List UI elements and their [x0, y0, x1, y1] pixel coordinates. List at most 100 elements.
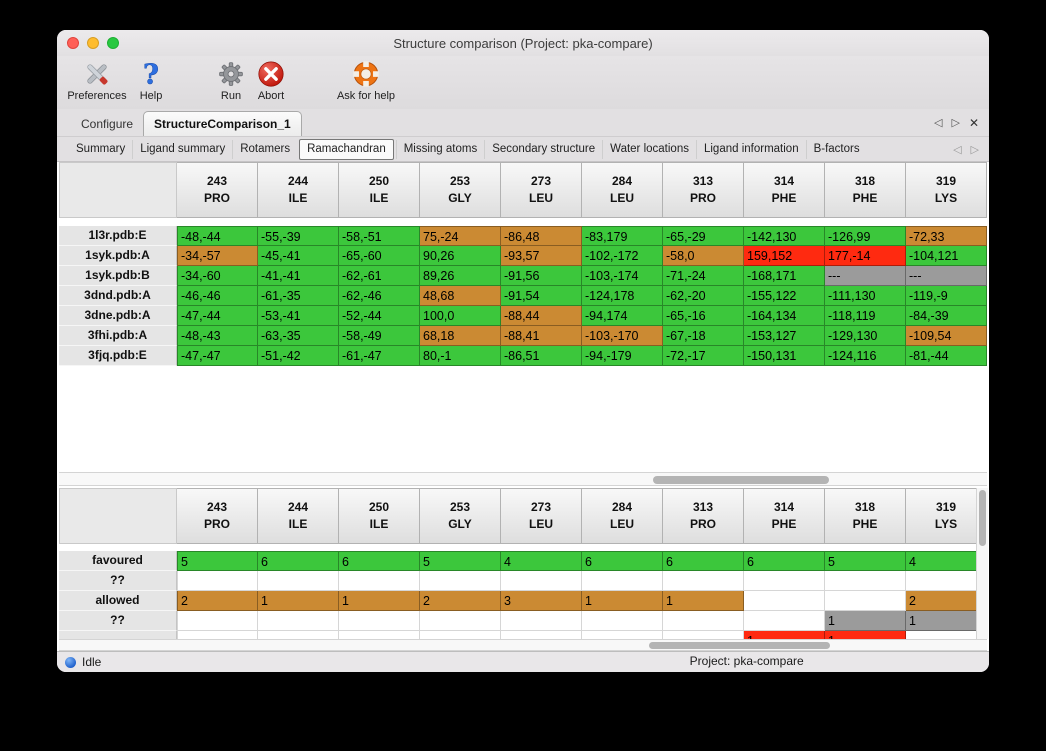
horizontal-scrollbar-bottom[interactable]	[59, 639, 987, 651]
subtab-missing-atoms[interactable]: Missing atoms	[395, 139, 485, 159]
ask-for-help-button[interactable]: Ask for help	[324, 58, 408, 102]
table-cell[interactable]: 177,-14	[825, 246, 906, 266]
subtab-rotamers[interactable]: Rotamers	[232, 139, 297, 159]
column-header-243[interactable]: 243 PRO	[177, 488, 258, 544]
table-cell[interactable]: -126,99	[825, 226, 906, 246]
table-cell[interactable]: 1	[906, 611, 987, 631]
scrollbar-thumb[interactable]	[979, 490, 986, 546]
table-cell[interactable]: -41,-41	[258, 266, 339, 286]
table-cell[interactable]: -72,-17	[663, 346, 744, 366]
column-header-284[interactable]: 284 LEU	[582, 162, 663, 218]
tab-close-icon[interactable]: ✕	[968, 115, 979, 130]
table-cell[interactable]: -62,-20	[663, 286, 744, 306]
table-cell[interactable]: 90,26	[420, 246, 501, 266]
table-cell[interactable]: -118,119	[825, 306, 906, 326]
table-cell[interactable]: 1	[744, 631, 825, 639]
column-header-313[interactable]: 313 PRO	[663, 488, 744, 544]
table-cell[interactable]	[420, 611, 501, 631]
table-cell[interactable]	[339, 631, 420, 639]
table-cell[interactable]: 80,-1	[420, 346, 501, 366]
table-cell[interactable]: -58,-51	[339, 226, 420, 246]
column-header-250[interactable]: 250 ILE	[339, 162, 420, 218]
column-header-284[interactable]: 284 LEU	[582, 488, 663, 544]
table-cell[interactable]: -51,-42	[258, 346, 339, 366]
table-cell[interactable]	[339, 571, 420, 591]
table-cell[interactable]: 2	[177, 591, 258, 611]
table-cell[interactable]: -111,130	[825, 286, 906, 306]
help-button[interactable]: ? Help	[131, 58, 171, 102]
subtab-ligand-summary[interactable]: Ligand summary	[132, 139, 232, 159]
table-cell[interactable]: -52,-44	[339, 306, 420, 326]
row-label[interactable]: 3dnd.pdb:A	[59, 286, 177, 306]
subtab-water-locations[interactable]: Water locations	[602, 139, 696, 159]
column-header-318[interactable]: 318 PHE	[825, 488, 906, 544]
scrollbar-thumb[interactable]	[649, 642, 830, 649]
table-cell[interactable]	[177, 611, 258, 631]
table-cell[interactable]: -55,-39	[258, 226, 339, 246]
table-cell[interactable]: -119,-9	[906, 286, 987, 306]
table-cell[interactable]: -65,-16	[663, 306, 744, 326]
table-cell[interactable]: -65,-60	[339, 246, 420, 266]
table-cell[interactable]: 5	[177, 551, 258, 571]
table-cell[interactable]: 4	[906, 551, 987, 571]
table-cell[interactable]	[501, 571, 582, 591]
subtab-secondary-structure[interactable]: Secondary structure	[484, 139, 602, 159]
table-cell[interactable]: -109,54	[906, 326, 987, 346]
table-cell[interactable]: 5	[420, 551, 501, 571]
table-cell[interactable]: 2	[906, 591, 987, 611]
table-cell[interactable]: -72,33	[906, 226, 987, 246]
table-cell[interactable]: -63,-35	[258, 326, 339, 346]
abort-button[interactable]: Abort	[247, 58, 295, 102]
table-cell[interactable]: -48,-44	[177, 226, 258, 246]
row-label[interactable]: 1syk.pdb:A	[59, 246, 177, 266]
table-cell[interactable]: ---	[906, 266, 987, 286]
table-cell[interactable]	[663, 631, 744, 639]
table-cell[interactable]	[582, 611, 663, 631]
table-cell[interactable]: 6	[339, 551, 420, 571]
table-cell[interactable]: -103,-174	[582, 266, 663, 286]
table-cell[interactable]: -46,-46	[177, 286, 258, 306]
table-cell[interactable]	[744, 591, 825, 611]
scrollbar-thumb[interactable]	[653, 476, 829, 484]
table-cell[interactable]: 68,18	[420, 326, 501, 346]
row-label[interactable]: favoured	[59, 551, 177, 571]
table-cell[interactable]: -86,51	[501, 346, 582, 366]
column-header-250[interactable]: 250 ILE	[339, 488, 420, 544]
table-cell[interactable]: 6	[663, 551, 744, 571]
row-label[interactable]: ??	[59, 611, 177, 631]
table-cell[interactable]: -93,57	[501, 246, 582, 266]
subtab-ramachandran[interactable]: Ramachandran	[299, 138, 394, 160]
table-cell[interactable]: -124,178	[582, 286, 663, 306]
table-cell[interactable]: 100,0	[420, 306, 501, 326]
table-cell[interactable]: 6	[258, 551, 339, 571]
table-cell[interactable]: -102,-172	[582, 246, 663, 266]
table-cell[interactable]: -164,134	[744, 306, 825, 326]
zoom-window-button[interactable]	[107, 37, 119, 49]
table-cell[interactable]: -124,116	[825, 346, 906, 366]
table-cell[interactable]: -47,-44	[177, 306, 258, 326]
table-cell[interactable]: 6	[582, 551, 663, 571]
column-header-243[interactable]: 243 PRO	[177, 162, 258, 218]
row-label[interactable]: 1l3r.pdb:E	[59, 226, 177, 246]
table-cell[interactable]: 159,152	[744, 246, 825, 266]
table-cell[interactable]: -84,-39	[906, 306, 987, 326]
row-label[interactable]: 3dne.pdb:A	[59, 306, 177, 326]
table-cell[interactable]: 1	[825, 631, 906, 639]
table-cell[interactable]	[663, 611, 744, 631]
table-cell[interactable]: -150,131	[744, 346, 825, 366]
table-cell[interactable]	[177, 631, 258, 639]
table-cell[interactable]: 4	[501, 551, 582, 571]
table-cell[interactable]: -129,130	[825, 326, 906, 346]
table-cell[interactable]: -48,-43	[177, 326, 258, 346]
table-cell[interactable]: -155,122	[744, 286, 825, 306]
table-cell[interactable]	[258, 611, 339, 631]
table-cell[interactable]: 6	[744, 551, 825, 571]
table-cell[interactable]	[825, 591, 906, 611]
table-cell[interactable]	[339, 611, 420, 631]
table-cell[interactable]: 1	[258, 591, 339, 611]
run-button[interactable]: Run	[209, 58, 253, 102]
table-cell[interactable]: 1	[825, 611, 906, 631]
horizontal-scrollbar-top[interactable]	[59, 472, 987, 486]
table-cell[interactable]: 2	[420, 591, 501, 611]
table-cell[interactable]	[501, 611, 582, 631]
